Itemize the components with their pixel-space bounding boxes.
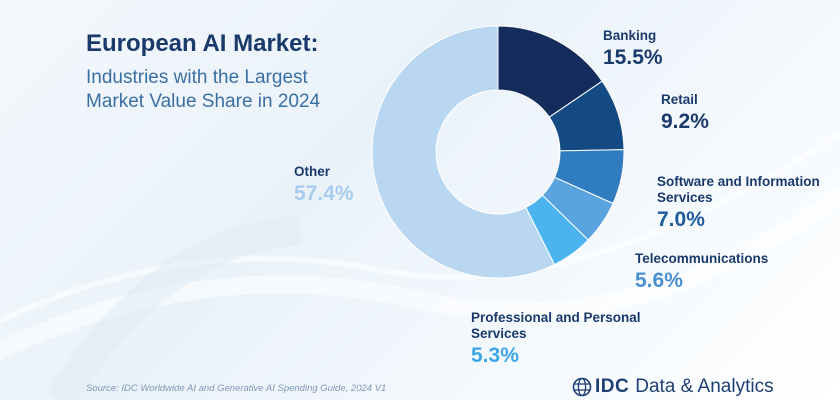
label-banking-name: Banking (603, 28, 657, 43)
brand-logo: IDC Data & Analytics (572, 376, 774, 398)
label-professional-name: Professional and Personal Services (471, 310, 641, 341)
label-other-name: Other (294, 164, 331, 179)
label-telecommunications: Telecommunications 5.6% (635, 251, 768, 293)
slice-other (371, 25, 556, 279)
globe-icon (572, 377, 592, 397)
label-telecommunications-name: Telecommunications (635, 251, 769, 266)
label-retail-value: 9.2% (661, 110, 709, 133)
label-software: Software and Information Services 7.0% (657, 174, 827, 232)
brand-name: IDC (595, 376, 630, 397)
source-note: Source: IDC Worldwide AI and Generative … (86, 383, 387, 394)
label-banking-value: 15.5% (603, 46, 663, 69)
label-professional-value: 5.3% (471, 344, 519, 367)
label-other-value: 57.4% (294, 182, 354, 205)
brand-tagline: Data & Analytics (635, 376, 774, 397)
label-banking: Banking 15.5% (603, 28, 663, 70)
label-telecommunications-value: 5.6% (635, 269, 683, 292)
chart-subtitle: Industries with the Largest Market Value… (86, 67, 321, 112)
label-software-value: 7.0% (657, 208, 705, 231)
label-professional: Professional and Personal Services 5.3% (471, 310, 691, 368)
label-other: Other 57.4% (294, 164, 354, 206)
label-retail-name: Retail (661, 92, 698, 107)
label-retail: Retail 9.2% (661, 92, 709, 134)
label-software-name: Software and Information Services (657, 174, 820, 205)
chart-title: European AI Market: (86, 30, 319, 57)
